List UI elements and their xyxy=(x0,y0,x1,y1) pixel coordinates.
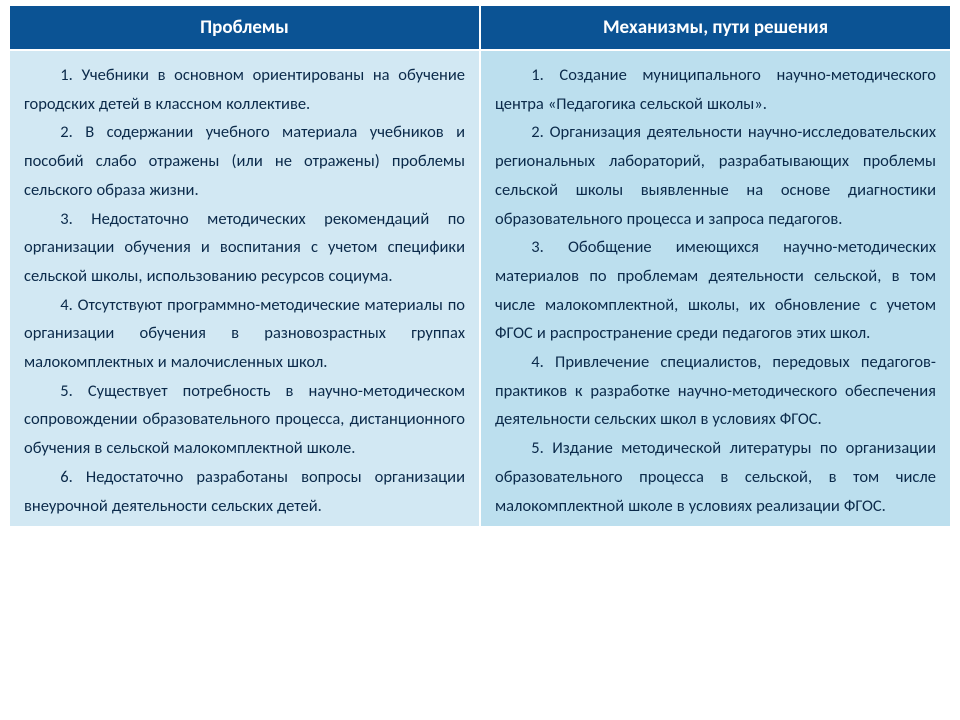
table-header-row: Проблемы Механизмы, пути решения xyxy=(9,5,951,50)
solution-item: 5. Издание методической литературы по ор… xyxy=(495,434,936,520)
problem-item: 6. Недостаточно разработаны вопросы орга… xyxy=(24,463,465,520)
problem-item: 3. Недостаточно методических рекомендаци… xyxy=(24,205,465,291)
solution-item: 2. Организация деятельности научно-иссле… xyxy=(495,118,936,233)
table-body-row: 1. Учебники в основном ориентированы на … xyxy=(9,50,951,526)
solution-item: 3. Обобщение имеющихся научно-методическ… xyxy=(495,233,936,348)
solution-item: 1. Создание муниципального научно-методи… xyxy=(495,61,936,118)
problems-cell: 1. Учебники в основном ориентированы на … xyxy=(9,50,480,526)
problem-item: 5. Существует потребность в научно-метод… xyxy=(24,377,465,463)
problem-item: 2. В содержании учебного материала учебн… xyxy=(24,118,465,204)
slide: Проблемы Механизмы, пути решения 1. Учеб… xyxy=(0,4,960,720)
solutions-cell: 1. Создание муниципального научно-методи… xyxy=(480,50,951,526)
comparison-table: Проблемы Механизмы, пути решения 1. Учеб… xyxy=(8,4,952,526)
header-solutions: Механизмы, пути решения xyxy=(480,5,951,50)
problem-item: 4. Отсутствуют программно-методические м… xyxy=(24,291,465,377)
problem-item: 1. Учебники в основном ориентированы на … xyxy=(24,61,465,118)
header-problems: Проблемы xyxy=(9,5,480,50)
solution-item: 4. Привлечение специалистов, передовых п… xyxy=(495,348,936,434)
